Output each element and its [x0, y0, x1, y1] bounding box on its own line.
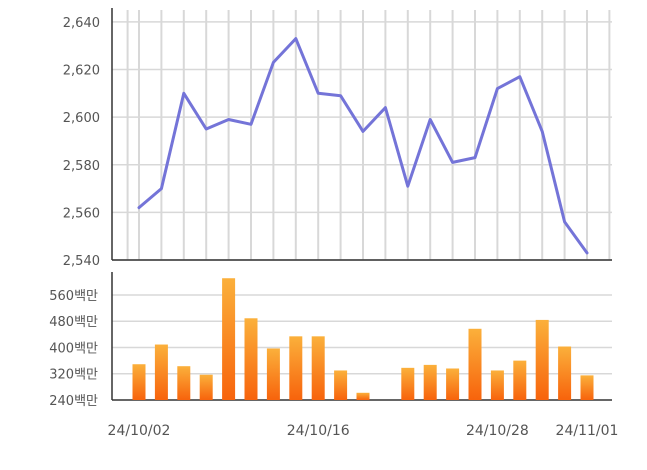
volume-bar	[199, 374, 213, 400]
volume-bar	[244, 318, 258, 400]
price-y-tick-label: 2,640	[63, 16, 100, 31]
volume-bar	[401, 367, 415, 400]
volume-panel: 240백만 320백만 400백만 480백만 560백만	[49, 272, 612, 409]
x-tick-label: 24/11/01	[556, 423, 619, 439]
volume-y-tick-label: 240백만	[49, 394, 98, 409]
volume-bar	[266, 348, 280, 400]
price-y-tick-label: 2,580	[63, 159, 100, 174]
volume-bar	[177, 366, 191, 400]
volume-bar	[558, 346, 572, 400]
price-y-tick-label: 2,540	[63, 254, 100, 269]
x-tick-label: 24/10/16	[287, 423, 350, 439]
volume-y-tick-label: 480백만	[49, 315, 98, 330]
volume-bar	[423, 364, 437, 400]
volume-bar	[468, 328, 482, 400]
volume-bar	[513, 360, 527, 400]
volume-y-tick-label: 320백만	[49, 368, 98, 383]
x-axis: 24/10/02 24/10/16 24/10/28 24/11/01	[108, 423, 619, 439]
volume-y-tick-label: 560백만	[49, 289, 98, 304]
volume-bar	[222, 278, 236, 400]
x-tick-label: 24/10/28	[466, 423, 529, 439]
volume-bar	[490, 370, 504, 400]
price-y-tick-label: 2,600	[63, 111, 100, 126]
x-tick-label: 24/10/02	[108, 423, 171, 439]
price-panel: 2,540 2,560 2,580 2,600 2,620 2,640	[63, 8, 612, 269]
volume-bar	[132, 364, 146, 400]
volume-bar	[311, 336, 325, 400]
volume-bar	[580, 375, 594, 400]
volume-bar	[446, 368, 460, 400]
volume-bar	[334, 370, 348, 400]
volume-bar	[154, 344, 168, 400]
price-y-tick-label: 2,620	[63, 64, 100, 79]
price-line	[137, 37, 589, 255]
price-y-tick-label: 2,560	[63, 206, 100, 221]
volume-bar	[535, 319, 549, 400]
volume-bar	[356, 392, 370, 400]
volume-bar	[289, 336, 303, 400]
volume-y-tick-label: 400백만	[49, 341, 98, 356]
